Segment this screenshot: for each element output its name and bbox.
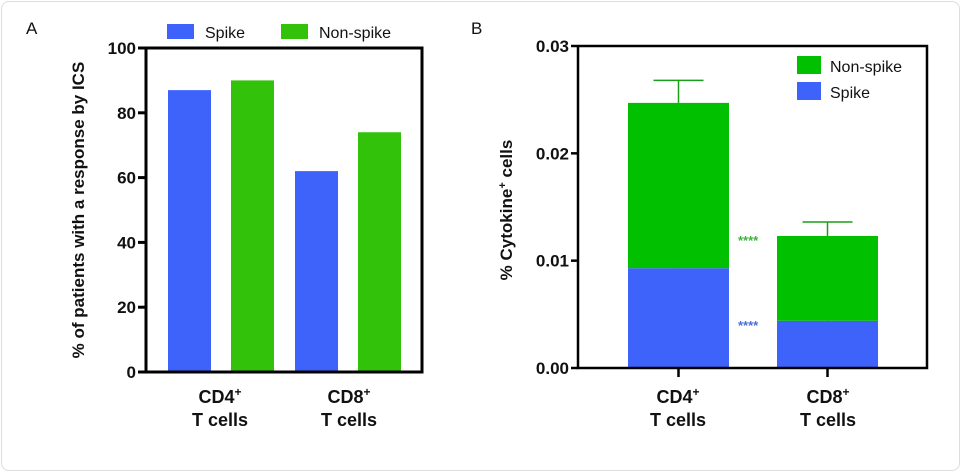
- legend-label-non-spike: Non-spike: [319, 25, 391, 42]
- y-tick-label: 0.02: [536, 144, 569, 163]
- bar-spike-0: [628, 268, 729, 368]
- significance-stars-spike: ****: [738, 318, 759, 333]
- category-label-cd8: CD8+: [327, 385, 370, 407]
- chart-a-frame: [144, 46, 424, 374]
- chart-a-ylabel: % of patients with a response by ICS: [69, 62, 88, 359]
- ylabel-main: % Cytokine: [497, 189, 516, 281]
- category-subtitle: T cells: [192, 410, 248, 430]
- y-tick-label: 40: [117, 233, 136, 252]
- category-subtitle: T cells: [650, 410, 706, 430]
- category-label-cd4: CD4+: [656, 385, 699, 407]
- y-tick-label: 20: [117, 298, 136, 317]
- category-sup: +: [843, 385, 850, 399]
- category-sup: +: [364, 385, 371, 399]
- bar-non-spike-1: [358, 132, 401, 372]
- legend-label-spike: Spike: [205, 25, 245, 42]
- y-tick-label: 60: [117, 169, 136, 188]
- bar-spike-0: [168, 90, 211, 373]
- y-tick-label: 0: [127, 363, 136, 382]
- bar-spike-1: [777, 320, 878, 368]
- category-label-cd4: CD4+: [198, 385, 241, 407]
- y-tick-label: 0.00: [536, 359, 569, 378]
- legend-label-spike: Spike: [830, 85, 870, 102]
- y-tick-label: 100: [108, 39, 136, 58]
- category-name: CD8: [806, 387, 842, 407]
- ylabel-sup: +: [497, 182, 509, 188]
- panel-a-label: A: [26, 19, 38, 38]
- legend-swatch-non-spike: [281, 24, 308, 39]
- category-sup: +: [693, 385, 700, 399]
- category-subtitle: T cells: [321, 410, 377, 430]
- significance-stars-non-spike: ****: [738, 233, 759, 248]
- y-tick-label: 0.03: [536, 37, 569, 56]
- bar-non-spike-0: [628, 102, 729, 269]
- category-sup: +: [235, 385, 242, 399]
- ylabel-suffix: cells: [497, 140, 516, 183]
- bar-spike-1: [295, 171, 338, 372]
- bar-non-spike-0: [231, 80, 274, 373]
- bar-non-spike-1: [777, 235, 878, 321]
- legend-swatch-spike: [797, 82, 821, 100]
- legend-swatch-non-spike: [797, 56, 821, 74]
- y-tick-label: 0.01: [536, 252, 569, 271]
- chart-b-ylabel: % Cytokine+ cells: [497, 140, 516, 281]
- legend-swatch-spike: [167, 24, 194, 39]
- y-tick-label: 80: [117, 104, 136, 123]
- category-subtitle: T cells: [800, 410, 856, 430]
- legend-label-non-spike: Non-spike: [830, 59, 902, 76]
- category-name: CD8: [327, 387, 363, 407]
- category-name: CD4: [656, 387, 692, 407]
- category-label-cd8: CD8+: [806, 385, 849, 407]
- panel-b-label: B: [471, 19, 482, 38]
- category-name: CD4: [198, 387, 234, 407]
